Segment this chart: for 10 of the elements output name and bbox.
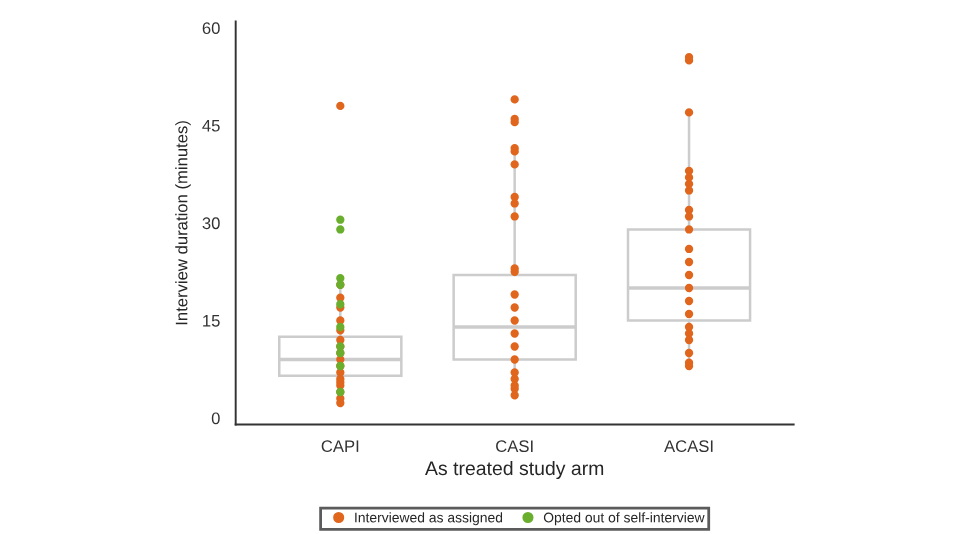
y-tick-label: 30 xyxy=(202,217,220,230)
x-tick-label: CASI xyxy=(496,440,533,453)
x-tick-label: CAPI xyxy=(321,440,359,453)
x-axis-title: As treated study arm xyxy=(425,460,604,480)
y-tick-label: 0 xyxy=(211,412,220,425)
y-axis-title: Interview duration (minutes) xyxy=(175,121,191,325)
y-tick-label: 15 xyxy=(203,315,220,327)
y-tick-label: 60 xyxy=(202,22,220,35)
x-tick-label: ACASI xyxy=(664,440,713,453)
y-tick-label: 45 xyxy=(202,119,220,132)
